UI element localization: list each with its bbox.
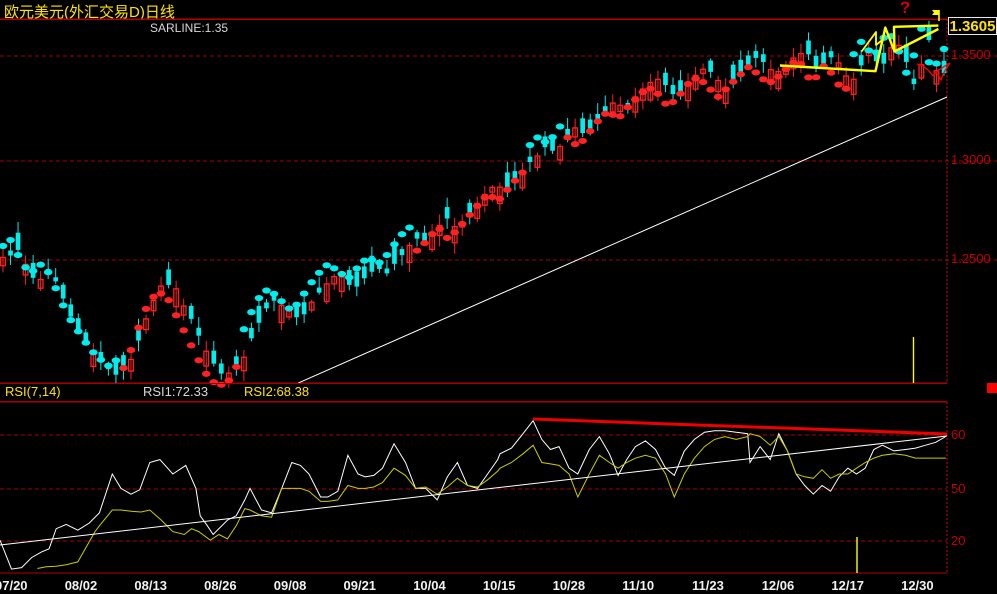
svg-text:1.3500: 1.3500 [951, 47, 991, 62]
svg-text:50: 50 [951, 481, 965, 496]
svg-text:20: 20 [951, 533, 965, 548]
svg-text:1.3000: 1.3000 [951, 152, 991, 167]
svg-text:60: 60 [951, 427, 965, 442]
svg-text:1.2500: 1.2500 [951, 251, 991, 266]
